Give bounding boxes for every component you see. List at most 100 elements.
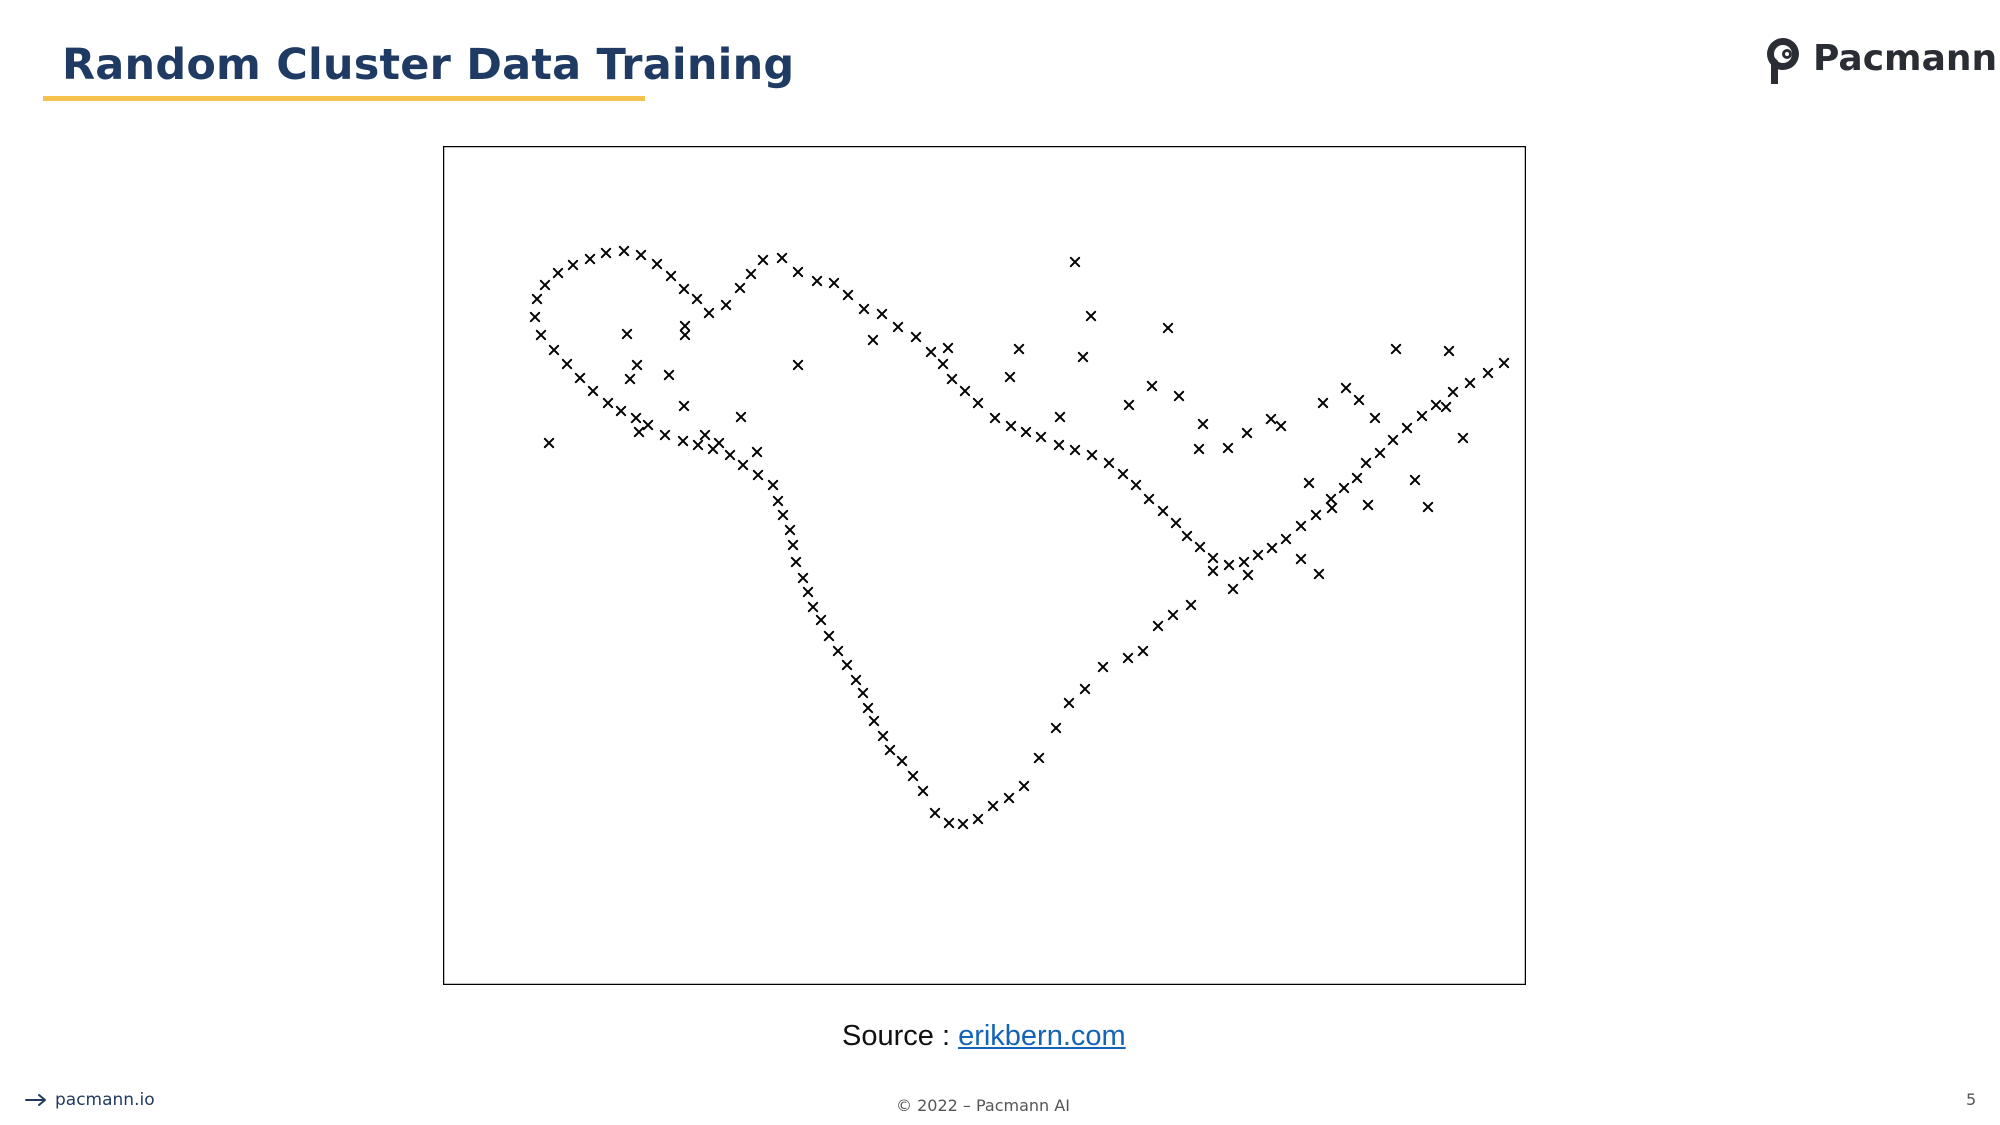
points-layer xyxy=(529,245,1510,830)
scatter-point xyxy=(907,770,919,782)
scatter-point xyxy=(1003,792,1015,804)
scatter-point xyxy=(1401,422,1413,434)
scatter-point xyxy=(1162,322,1174,334)
scatter-point xyxy=(548,344,560,356)
scatter-point xyxy=(1143,493,1155,505)
scatter-point xyxy=(751,446,763,458)
scatter-point xyxy=(1227,583,1239,595)
scatter-point xyxy=(1422,501,1434,513)
scatter-point xyxy=(1207,565,1219,577)
scatter-point xyxy=(692,439,704,451)
scatter-plot xyxy=(443,146,1526,985)
scatter-point xyxy=(745,268,757,280)
scatter-point xyxy=(937,358,949,370)
scatter-point xyxy=(1310,509,1322,521)
scatter-point xyxy=(1004,371,1016,383)
scatter-point xyxy=(876,308,888,320)
scatter-point xyxy=(734,282,746,294)
scatter-point xyxy=(1085,310,1097,322)
scatter-point xyxy=(1265,413,1277,425)
scatter-point xyxy=(959,385,971,397)
scatter-point xyxy=(929,807,941,819)
scatter-point xyxy=(1077,351,1089,363)
scatter-point xyxy=(1362,499,1374,511)
arrow-right-icon xyxy=(25,1094,46,1106)
scatter-point xyxy=(724,449,736,461)
scatter-point xyxy=(943,817,955,829)
scatter-point xyxy=(531,293,543,305)
scatter-point xyxy=(1193,443,1205,455)
scatter-point xyxy=(720,299,732,311)
scatter-point xyxy=(1170,517,1182,529)
scatter-point xyxy=(1317,397,1329,409)
scatter-point xyxy=(972,397,984,409)
scatter-point xyxy=(1079,683,1091,695)
scatter-point xyxy=(823,630,835,642)
scatter-point xyxy=(1430,399,1442,411)
scatter-point xyxy=(862,702,874,714)
scatter-point xyxy=(1185,599,1197,611)
scatter-point xyxy=(1242,569,1254,581)
scatter-point xyxy=(1122,652,1134,664)
scatter-point xyxy=(1464,377,1476,389)
scatter-point xyxy=(1167,609,1179,621)
scatter-point xyxy=(552,267,564,279)
source-label: Source : xyxy=(842,1020,959,1052)
scatter-point xyxy=(1207,552,1219,564)
scatter-point xyxy=(1069,444,1081,456)
scatter-point xyxy=(635,249,647,261)
scatter-point xyxy=(735,411,747,423)
scatter-point xyxy=(1054,411,1066,423)
plot-border xyxy=(443,146,1526,985)
scatter-point xyxy=(1326,502,1338,514)
scatter-point xyxy=(529,311,541,323)
scatter-point xyxy=(642,419,654,431)
scatter-point xyxy=(584,253,596,265)
scatter-point xyxy=(737,459,749,471)
scatter-point xyxy=(678,283,690,295)
scatter-point xyxy=(615,405,627,417)
scatter-point xyxy=(1033,752,1045,764)
scatter-point xyxy=(776,252,788,264)
title-underline xyxy=(43,96,645,101)
scatter-point xyxy=(1457,432,1469,444)
scatter-point xyxy=(858,303,870,315)
scatter-point xyxy=(1482,367,1494,379)
scatter-point xyxy=(1020,426,1032,438)
scatter-point xyxy=(1360,457,1372,469)
scatter-point xyxy=(896,755,908,767)
scatter-point xyxy=(679,320,691,332)
scatter-point xyxy=(797,572,809,584)
scatter-point xyxy=(621,328,633,340)
scatter-point xyxy=(772,495,784,507)
scatter-point xyxy=(1013,343,1025,355)
scatter-point xyxy=(1194,541,1206,553)
scatter-point xyxy=(892,321,904,333)
scatter-point xyxy=(703,307,715,319)
scatter-point xyxy=(691,293,703,305)
scatter-point xyxy=(1374,447,1386,459)
scatter-point xyxy=(574,372,586,384)
scatter-point xyxy=(925,346,937,358)
scatter-point xyxy=(1340,382,1352,394)
scatter-point xyxy=(767,479,779,491)
scatter-point xyxy=(1351,472,1363,484)
source-link[interactable]: erikbern.com xyxy=(958,1020,1126,1052)
scatter-point xyxy=(1157,505,1169,517)
scatter-point xyxy=(1295,553,1307,565)
scatter-point xyxy=(633,426,645,438)
scatter-point xyxy=(942,342,954,354)
scatter-point xyxy=(1103,457,1115,469)
scatter-point xyxy=(1086,449,1098,461)
scatter-point xyxy=(1152,620,1164,632)
scatter-point xyxy=(1303,477,1315,489)
footer-site[interactable]: pacmann.io xyxy=(25,1090,155,1110)
scatter-point xyxy=(1338,482,1350,494)
scatter-point xyxy=(1223,559,1235,571)
scatter-point xyxy=(1181,530,1193,542)
scatter-point xyxy=(1440,401,1452,413)
scatter-point xyxy=(868,715,880,727)
scatter-point xyxy=(987,800,999,812)
scatter-point xyxy=(1447,386,1459,398)
scatter-point xyxy=(1387,434,1399,446)
